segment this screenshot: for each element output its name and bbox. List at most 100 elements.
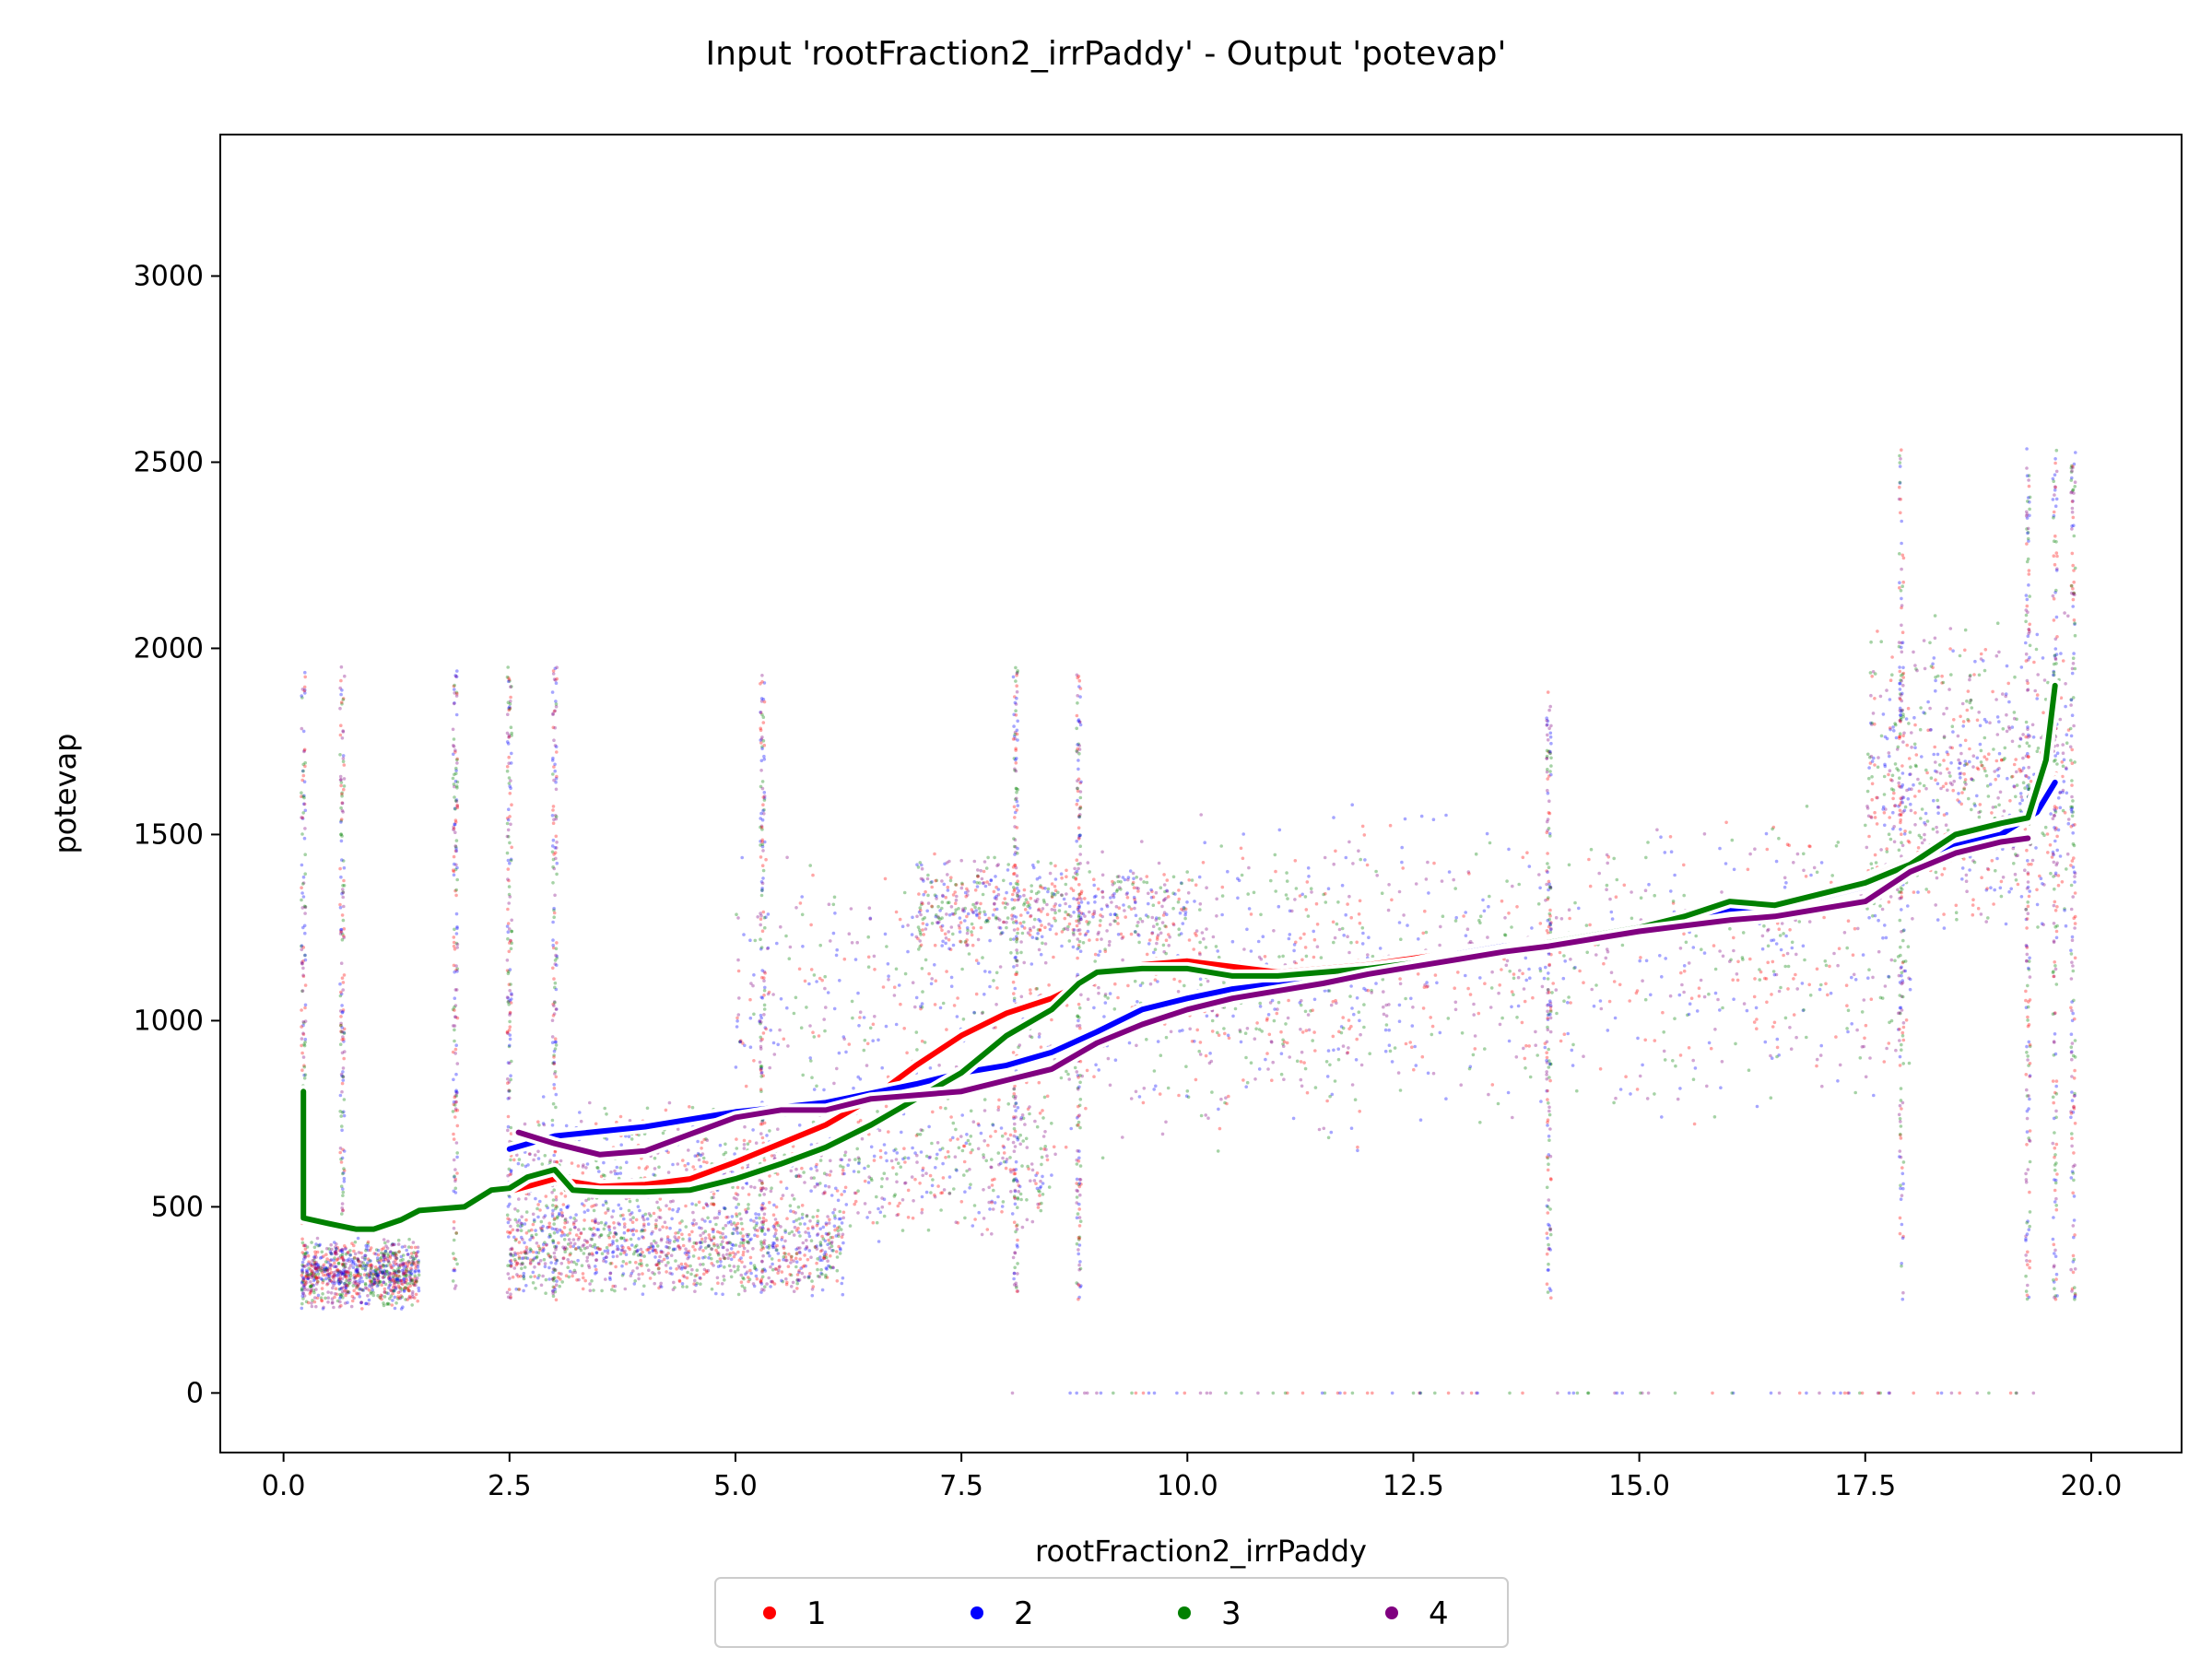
scatter-point — [1881, 935, 1885, 940]
scatter-point — [594, 1272, 597, 1276]
scatter-point — [1266, 1067, 1270, 1071]
scatter-point — [613, 1231, 617, 1235]
scatter-point — [1612, 1100, 1616, 1105]
scatter-point — [510, 1246, 514, 1251]
scatter-point — [351, 1265, 356, 1269]
scatter-point — [1304, 908, 1309, 912]
scatter-point — [353, 1252, 358, 1256]
scatter-point — [658, 1228, 662, 1232]
scatter-point — [312, 1260, 317, 1265]
scatter-point — [585, 1245, 589, 1250]
scatter-point — [1355, 1037, 1359, 1041]
scatter-point — [1871, 975, 1875, 980]
scatter-point — [536, 1157, 541, 1160]
scatter-point — [329, 1291, 334, 1295]
scatter-point — [851, 1016, 854, 1020]
scatter-point — [1303, 1009, 1308, 1014]
scatter-point — [356, 1257, 360, 1262]
scatter-point — [642, 1224, 646, 1229]
scatter-point — [304, 1251, 308, 1255]
scatter-point — [742, 1238, 746, 1242]
scatter-point — [393, 1270, 397, 1274]
scatter-point — [318, 1265, 323, 1269]
scatter-point — [1360, 942, 1365, 946]
scatter-point — [1002, 878, 1006, 883]
scatter-point — [944, 941, 947, 946]
scatter-point — [1022, 888, 1027, 892]
scatter-point — [517, 1255, 522, 1259]
scatter-point — [760, 1260, 764, 1264]
scatter-point — [621, 1236, 626, 1241]
scatter-point — [958, 930, 962, 934]
scatter-point — [417, 1273, 421, 1277]
scatter-point — [640, 1264, 643, 1267]
scatter-point — [1410, 1024, 1415, 1028]
scatter-point — [604, 1221, 608, 1225]
scatter-point — [968, 1142, 971, 1147]
scatter-point — [1417, 937, 1420, 941]
scatter-point — [1030, 1168, 1035, 1172]
scatter-point — [1386, 908, 1391, 912]
scatter-point — [825, 1276, 830, 1279]
scatter-point — [1858, 1056, 1863, 1060]
scatter-point — [841, 1276, 845, 1280]
scatter-point — [926, 901, 931, 905]
scatter-point — [830, 1244, 834, 1248]
scatter-point — [382, 1301, 385, 1305]
scatter-point — [1555, 1011, 1559, 1016]
scatter-point — [729, 1268, 733, 1273]
scatter-point — [379, 1255, 383, 1260]
scatter-point — [586, 1264, 591, 1267]
scatter-point — [1578, 969, 1582, 973]
scatter-point — [358, 1288, 361, 1291]
scatter-point — [1692, 1122, 1697, 1126]
scatter-point — [1088, 910, 1091, 914]
scatter-point — [1460, 1031, 1465, 1035]
scatter-point — [307, 1276, 311, 1280]
scatter-point — [769, 1029, 772, 1032]
scatter-point — [399, 1278, 404, 1283]
scatter-point — [1159, 886, 1163, 889]
scatter-point — [373, 1281, 378, 1285]
scatter-point — [543, 1265, 547, 1269]
scatter-point — [1356, 1148, 1359, 1153]
scatter-point — [1439, 924, 1442, 929]
scatter-point — [697, 1200, 701, 1205]
scatter-point — [1112, 1007, 1117, 1011]
scatter-point — [326, 1275, 331, 1279]
scatter-point — [1613, 1016, 1618, 1020]
scatter-point — [1078, 1098, 1083, 1101]
scatter-point — [311, 1265, 314, 1268]
scatter-point — [833, 1228, 837, 1232]
scatter-point — [795, 1273, 800, 1277]
scatter-point — [1135, 876, 1138, 879]
scatter-point — [416, 1250, 420, 1253]
scatter-point — [381, 1276, 385, 1279]
scatter-point — [1853, 978, 1858, 982]
scatter-point — [1885, 1046, 1888, 1051]
scatter-point — [754, 1228, 758, 1232]
scatter-point — [924, 927, 928, 931]
scatter-point — [312, 1256, 317, 1260]
scatter-point — [641, 1228, 644, 1232]
scatter-point — [1540, 984, 1545, 989]
scatter-point — [657, 1271, 661, 1275]
scatter-point — [1771, 1025, 1775, 1029]
scatter-point — [1807, 982, 1811, 987]
scatter-point — [344, 1293, 347, 1298]
scatter-point — [902, 1147, 906, 1150]
scatter-point — [747, 1139, 752, 1144]
scatter-point — [517, 1218, 522, 1222]
scatter-point — [360, 1266, 365, 1271]
scatter-point — [1721, 1006, 1724, 1010]
scatter-point — [336, 1261, 341, 1265]
scatter-point — [382, 1303, 386, 1308]
scatter-point — [696, 1139, 700, 1144]
scatter-point — [808, 1219, 812, 1223]
scatter-point — [1037, 947, 1041, 952]
scatter-point — [839, 1164, 842, 1168]
scatter-point — [1718, 949, 1722, 953]
scatter-point — [823, 1239, 828, 1243]
scatter-point — [563, 1221, 567, 1225]
scatter-point — [1303, 895, 1308, 899]
